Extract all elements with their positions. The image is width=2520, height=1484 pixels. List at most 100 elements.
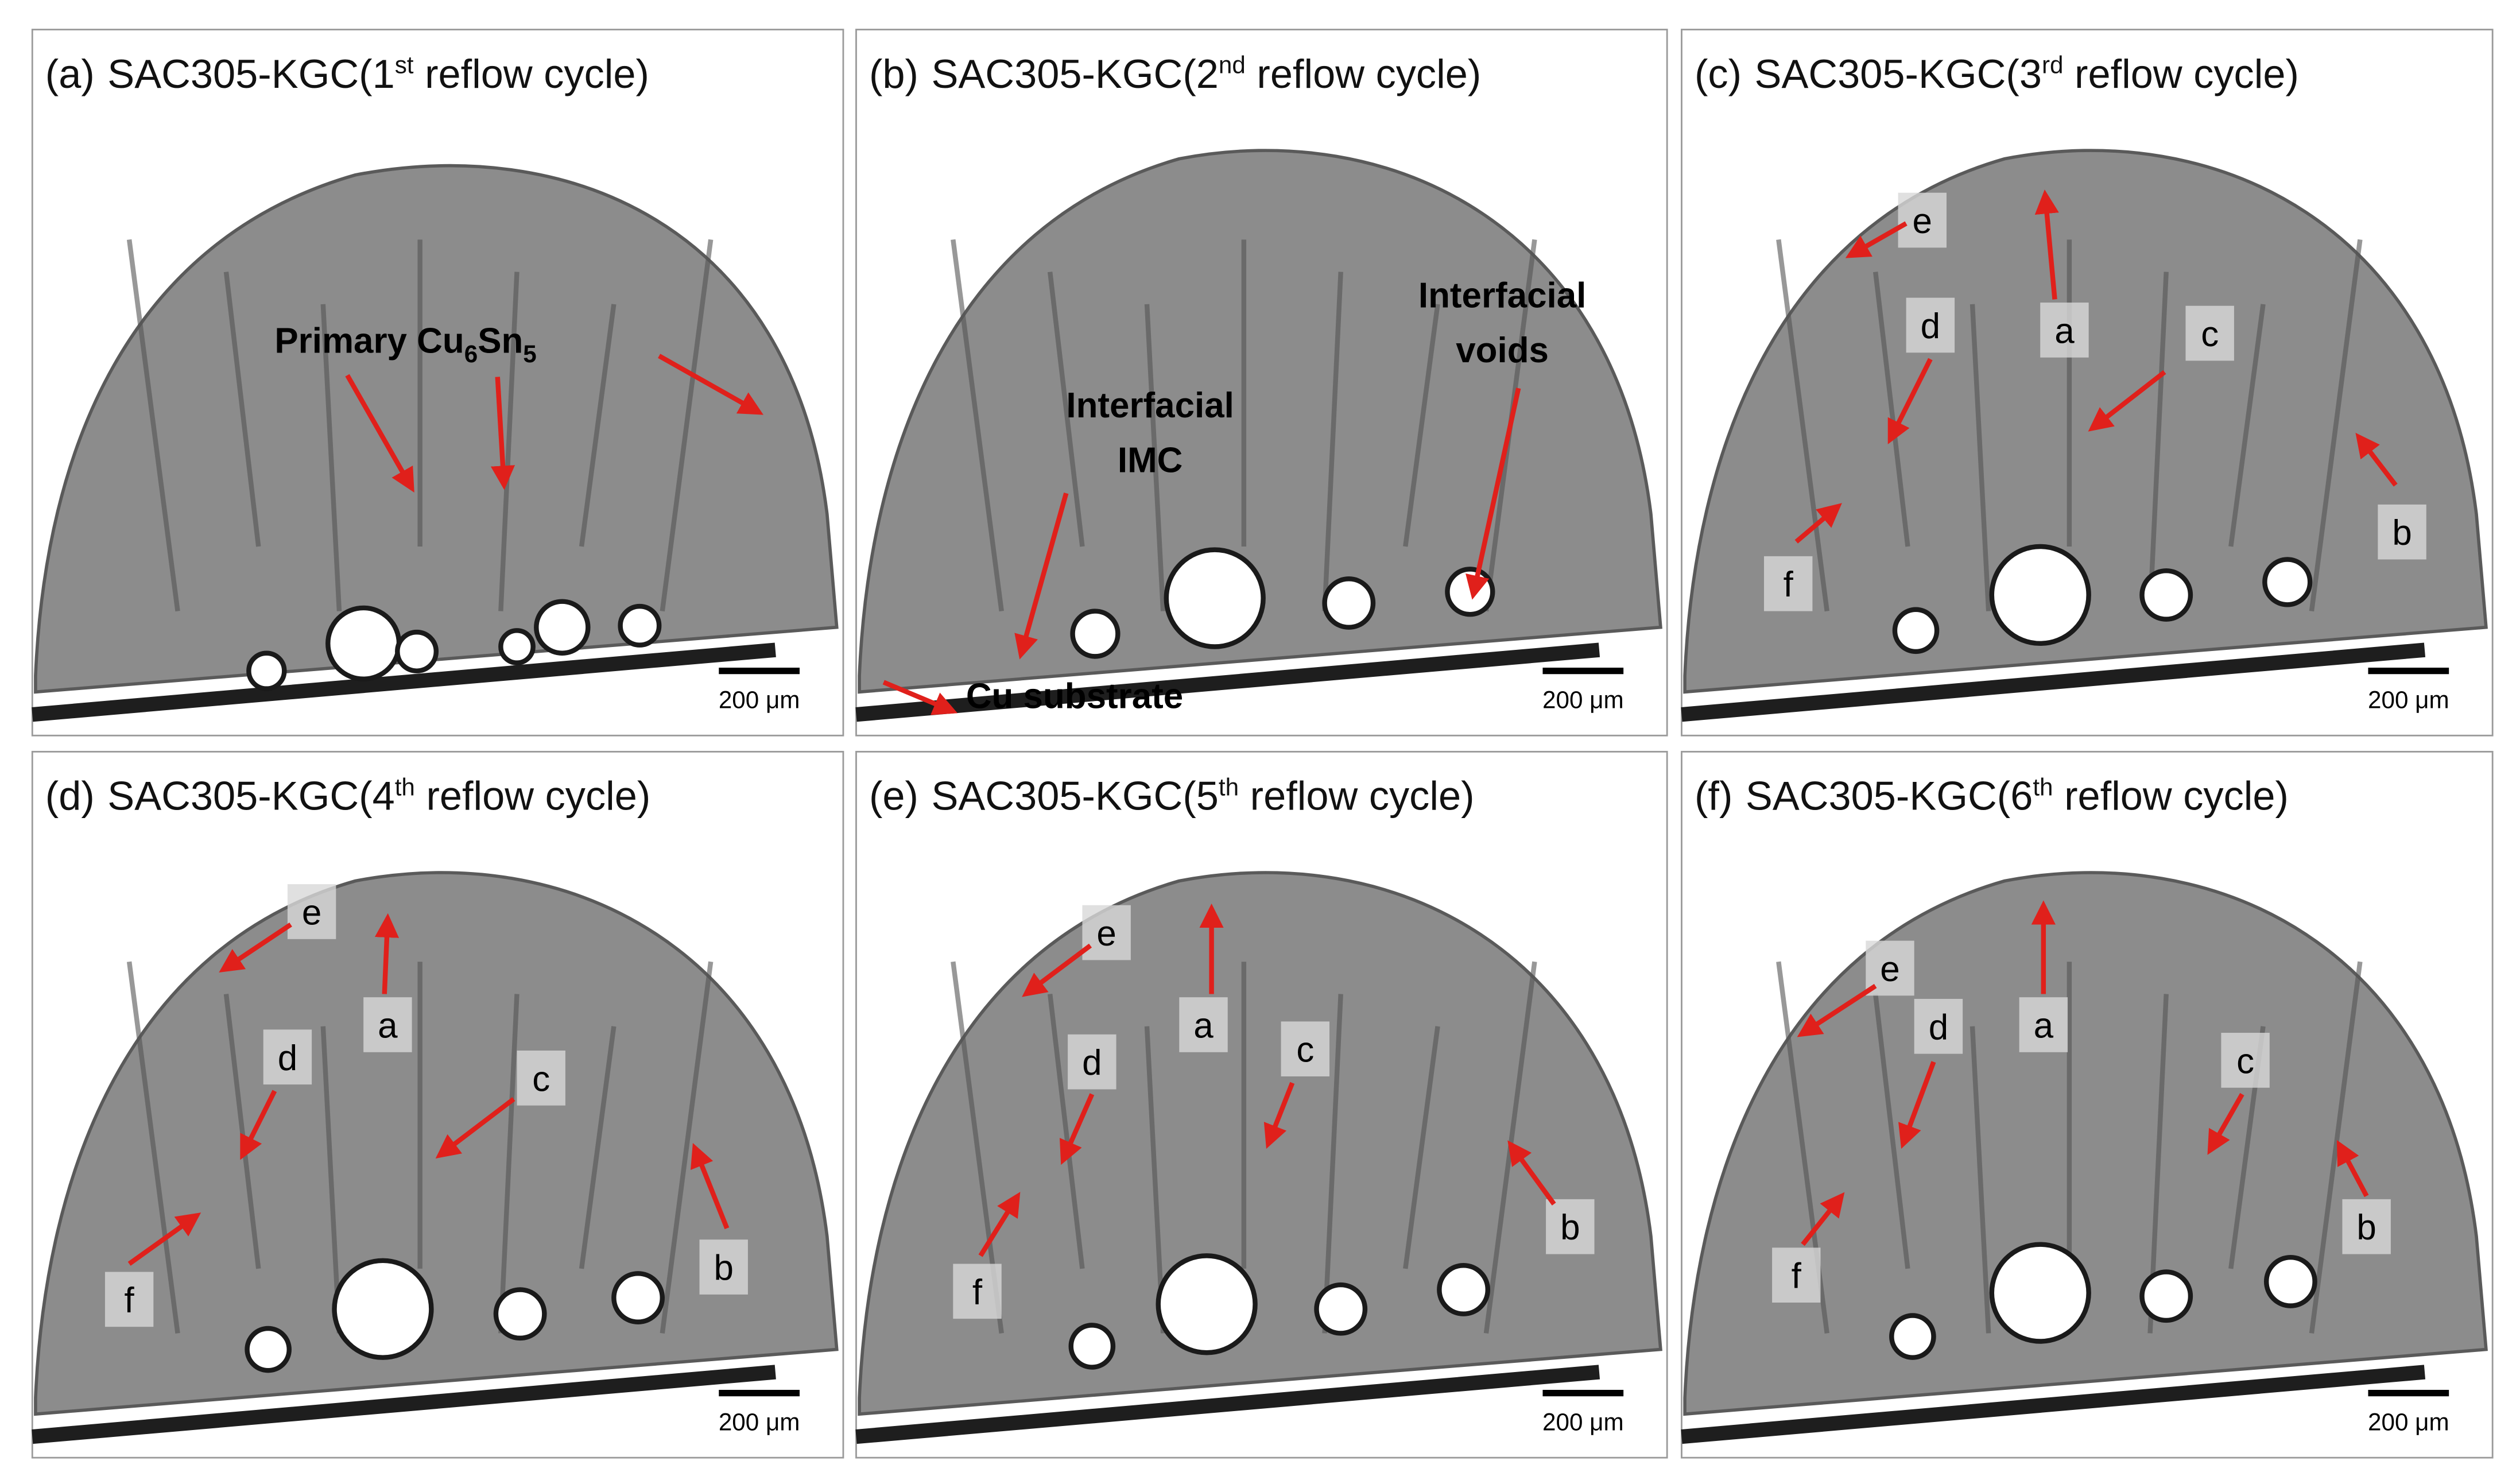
title-text: SAC305-KGC(2	[931, 51, 1218, 96]
annotation: e	[1913, 202, 1932, 241]
void	[1322, 576, 1376, 630]
arrow	[1059, 1093, 1095, 1165]
crystal	[1970, 304, 1991, 611]
annotation: b	[2356, 1208, 2376, 1247]
void	[2139, 1269, 2193, 1323]
label-box	[1914, 998, 1963, 1054]
crystal	[1872, 994, 1910, 1269]
arrow	[1845, 221, 1908, 258]
annotation-text: Sn	[478, 321, 523, 361]
arrow	[1794, 503, 1842, 544]
label-box	[1764, 556, 1813, 611]
void	[1989, 544, 2091, 646]
annotation: e	[302, 893, 321, 932]
arrow	[882, 680, 958, 715]
panel-title: (c) SAC305-KGC(3rd reflow cycle)	[1695, 51, 2299, 96]
annotation-sub: 6	[464, 340, 478, 367]
title-tail: reflow cycle)	[2063, 51, 2298, 96]
arrow	[1887, 358, 1933, 444]
crystal	[2309, 961, 2363, 1334]
arrow	[219, 922, 292, 972]
annotation: d	[1929, 1008, 1948, 1047]
annotation: Interfacial	[1418, 276, 1586, 316]
void	[1889, 1313, 1936, 1360]
arrow	[1507, 1140, 1556, 1206]
arrow	[2034, 189, 2059, 300]
substrate	[855, 1365, 1600, 1444]
crystal	[579, 1026, 617, 1269]
arrow	[127, 1212, 201, 1266]
panel: (b) SAC305-KGC(2nd reflow cycle) 200 μm Int…	[855, 29, 1668, 737]
panel-title: (a) SAC305-KGC(1st reflow cycle)	[45, 51, 649, 96]
annotation: c	[2201, 315, 2219, 354]
label-box	[517, 1050, 565, 1106]
crystal	[2309, 239, 2363, 612]
annotation: f	[1792, 1257, 1802, 1296]
void	[246, 650, 287, 691]
annotation: d	[1921, 307, 1940, 346]
annotation-text: Primary Cu	[274, 321, 464, 361]
annotation: a	[1193, 1006, 1214, 1045]
crystal	[1322, 272, 1343, 611]
label-box	[104, 1272, 154, 1327]
scale-label: 200 μm	[1542, 1408, 1624, 1435]
annotation: f	[1784, 565, 1794, 605]
solder-ball	[1683, 149, 2488, 694]
panel-label: (a)	[45, 51, 95, 96]
title-sup: th	[395, 773, 415, 800]
crystal	[223, 994, 261, 1269]
void	[493, 1287, 547, 1341]
panel-label: (e)	[869, 773, 918, 819]
arrow	[691, 1143, 730, 1230]
title-sup: st	[395, 51, 414, 78]
annotation: a	[2054, 311, 2075, 351]
annotation: IMC	[1118, 441, 1183, 481]
arrow	[1898, 1061, 1936, 1149]
arrow	[2207, 1092, 2244, 1155]
void	[1892, 607, 1940, 654]
annotation: c	[2236, 1041, 2254, 1081]
arrow	[2355, 432, 2398, 487]
panel-title: (e) SAC305-KGC(5th reflow cycle)	[869, 773, 1475, 819]
label-box	[699, 1239, 748, 1295]
crystal	[579, 304, 617, 547]
crystal	[320, 304, 342, 611]
title-tail: reflow cycle)	[1246, 51, 1481, 96]
annotation: c	[1296, 1030, 1314, 1070]
annotation: a	[378, 1006, 398, 1045]
void	[1437, 1263, 1491, 1316]
void	[395, 629, 439, 673]
arrow	[240, 1090, 277, 1160]
void	[2139, 568, 2193, 622]
crystal	[1047, 994, 1085, 1269]
arrow	[1801, 1192, 1845, 1246]
void	[332, 1258, 434, 1360]
substrate	[32, 1365, 776, 1444]
title-text: SAC305-KGC(5	[931, 773, 1218, 819]
substrate	[855, 642, 1600, 722]
solder-ball	[858, 149, 1662, 694]
arrow	[1797, 983, 1877, 1037]
annotation: Primary Cu6Sn5	[274, 321, 536, 367]
panel: (a) SAC305-KGC(1st reflow cycle) 200 μm Pri…	[31, 29, 844, 737]
label-box	[1898, 192, 1947, 248]
substrate	[1681, 642, 2426, 722]
void	[1989, 1242, 2091, 1344]
annotation: d	[278, 1039, 297, 1078]
annotation: d	[1082, 1043, 1102, 1083]
title-sup: th	[2033, 773, 2053, 800]
crystal	[2147, 272, 2169, 611]
void	[2262, 557, 2313, 607]
arrow	[435, 1097, 515, 1159]
panel-title: (d) SAC305-KGC(4th reflow cycle)	[45, 773, 651, 819]
label-box	[287, 884, 336, 939]
scale-label: 200 μm	[1542, 686, 1624, 713]
void	[1156, 1253, 1258, 1355]
label-box	[1179, 997, 1228, 1052]
panel-label: (b)	[869, 51, 918, 96]
label-box	[2040, 303, 2089, 358]
arrow	[1263, 1082, 1295, 1149]
arrow	[345, 374, 414, 493]
annotation: b	[714, 1249, 733, 1288]
